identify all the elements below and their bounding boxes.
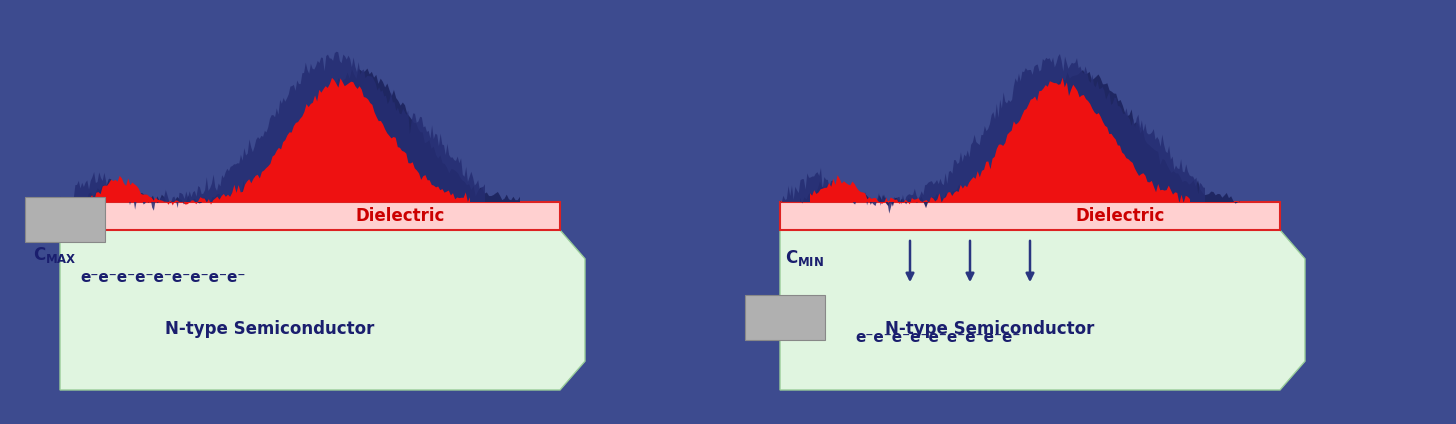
Text: Dielectric: Dielectric bbox=[1076, 207, 1165, 225]
Polygon shape bbox=[810, 78, 1190, 204]
Polygon shape bbox=[90, 78, 470, 206]
Text: Dielectric: Dielectric bbox=[355, 207, 444, 225]
Polygon shape bbox=[799, 70, 1241, 208]
Bar bbox=[60, 390, 561, 424]
Text: N-type Semiconductor: N-type Semiconductor bbox=[166, 320, 374, 338]
Text: e⁻e⁻e⁻e⁻e⁻e⁻e⁻e⁻e⁻: e⁻e⁻e⁻e⁻e⁻e⁻e⁻e⁻e⁻ bbox=[80, 270, 246, 285]
Bar bbox=[780, 202, 1280, 230]
Polygon shape bbox=[80, 69, 520, 204]
Polygon shape bbox=[60, 230, 585, 390]
Text: $\mathregular{C_{MIN}}$: $\mathregular{C_{MIN}}$ bbox=[785, 248, 824, 268]
Text: N-type Semiconductor: N-type Semiconductor bbox=[885, 320, 1095, 338]
Bar bbox=[25, 197, 105, 242]
Bar bbox=[780, 390, 1280, 424]
Bar bbox=[745, 295, 826, 340]
Text: e⁻e⁻e⁻e⁻e⁻e⁻e⁻e⁻e⁻: e⁻e⁻e⁻e⁻e⁻e⁻e⁻e⁻e⁻ bbox=[855, 330, 1021, 345]
Polygon shape bbox=[780, 54, 1206, 214]
Text: $\mathregular{C_{MAX}}$: $\mathregular{C_{MAX}}$ bbox=[33, 245, 77, 265]
Polygon shape bbox=[60, 52, 485, 211]
Bar bbox=[60, 202, 561, 230]
Polygon shape bbox=[780, 230, 1305, 390]
